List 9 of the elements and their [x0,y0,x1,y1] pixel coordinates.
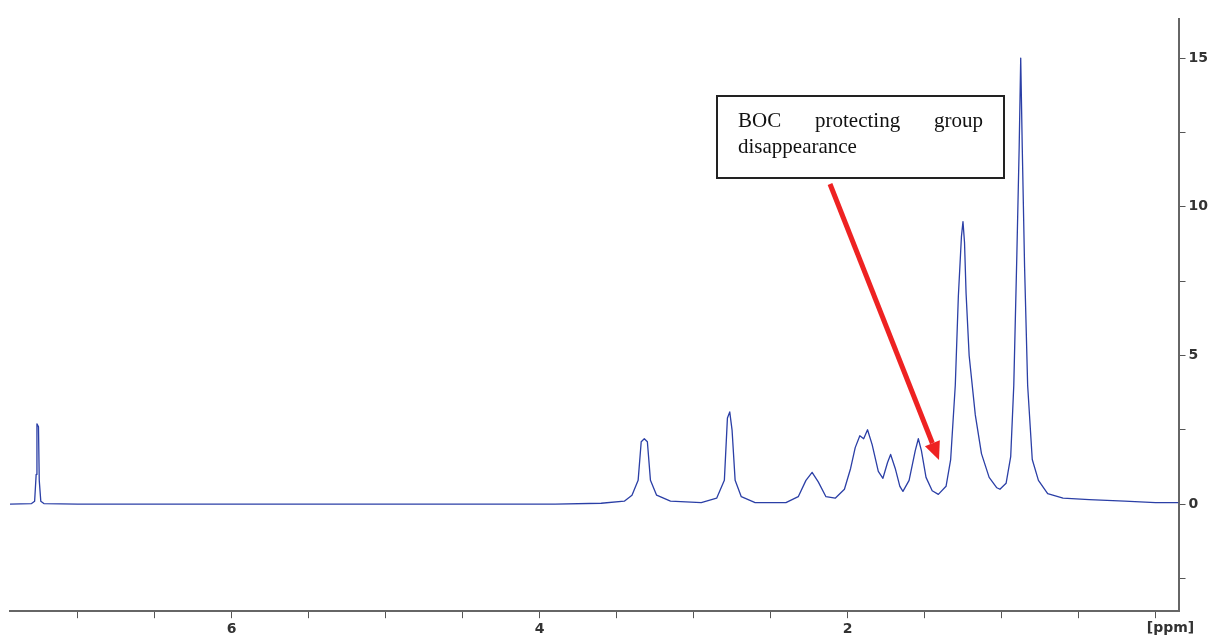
y-tick-label: 10 [1188,197,1209,214]
y-tick-label: 5 [1188,346,1199,363]
y-tick-label: 15 [1188,48,1208,65]
annotation: BOC protecting group disappearance [716,95,1005,179]
x-axis-title: [ppm] [1146,618,1195,635]
x-tick-label: 6 [226,620,237,637]
x-tick-label: 4 [534,620,545,637]
y-tick-label: 0 [1188,494,1199,511]
x-tick-label: 2 [842,620,853,637]
